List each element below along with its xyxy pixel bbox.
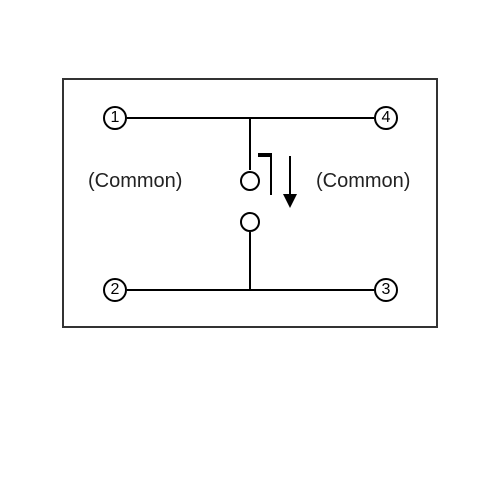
pin-3-label: 3 [382, 281, 391, 299]
pin-3: 3 [374, 278, 398, 302]
contact-upper-circle [240, 171, 260, 191]
pin-4-label: 4 [382, 109, 391, 127]
arrow-head-icon [283, 194, 297, 208]
contact-bar-side [270, 153, 272, 195]
arrow-shaft [289, 156, 291, 196]
pin-1-label: 1 [111, 109, 120, 127]
schematic-canvas: 1 4 2 3 (Common) (Common) [0, 0, 500, 500]
label-common-right: (Common) [316, 170, 410, 193]
pin-2-label: 2 [111, 281, 120, 299]
contact-lower-circle [240, 212, 260, 232]
pin-1: 1 [103, 106, 127, 130]
wire-top-stub [249, 118, 251, 170]
label-common-left: (Common) [88, 170, 182, 193]
pin-2: 2 [103, 278, 127, 302]
pin-4: 4 [374, 106, 398, 130]
wire-bottom-stub [249, 232, 251, 290]
